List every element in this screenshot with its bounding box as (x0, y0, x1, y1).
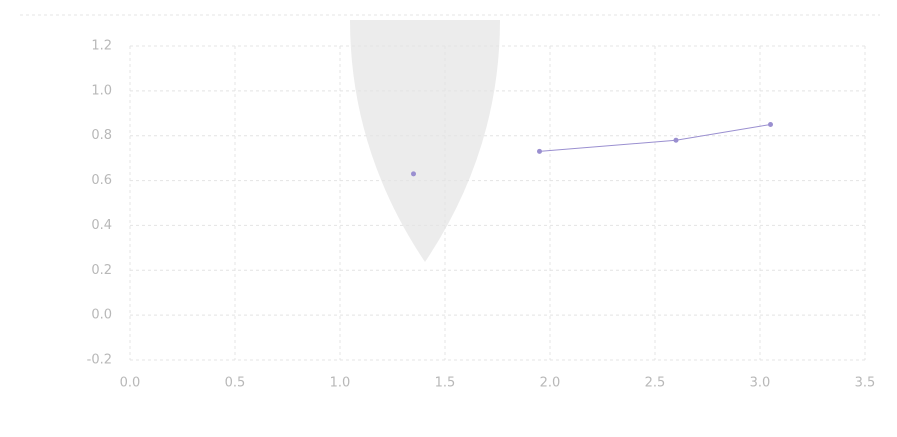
y-tick-label: 0.6 (91, 173, 112, 188)
x-tick-label: 0.0 (120, 376, 141, 391)
y-tick-label: 1.0 (91, 83, 112, 98)
point (768, 122, 773, 127)
y-tick-label: 0.8 (91, 128, 112, 143)
y-tick-label: 0.4 (91, 218, 112, 233)
x-tick-label: 2.5 (645, 376, 666, 391)
x-tick-label: 2.0 (540, 376, 561, 391)
x-tick-label: 1.5 (435, 376, 456, 391)
x-tick-label: 3.5 (855, 376, 876, 391)
point (537, 149, 542, 154)
chart: -0.2 0.0 0.2 0.4 0.6 0.8 1.0 1.2 0.0 0.5 1.0 1.5 2.0… (0, 0, 897, 437)
y-tick-label: 0.0 (91, 308, 112, 323)
y-tick-label: -0.2 (87, 353, 112, 368)
x-tick-label: 1.0 (330, 376, 351, 391)
y-tick-label: 1.2 (91, 39, 112, 54)
point (674, 138, 679, 143)
x-tick-label: 0.5 (225, 376, 246, 391)
y-tick-label: 0.2 (91, 263, 112, 278)
point (411, 171, 416, 176)
x-tick-label: 3.0 (750, 376, 771, 391)
